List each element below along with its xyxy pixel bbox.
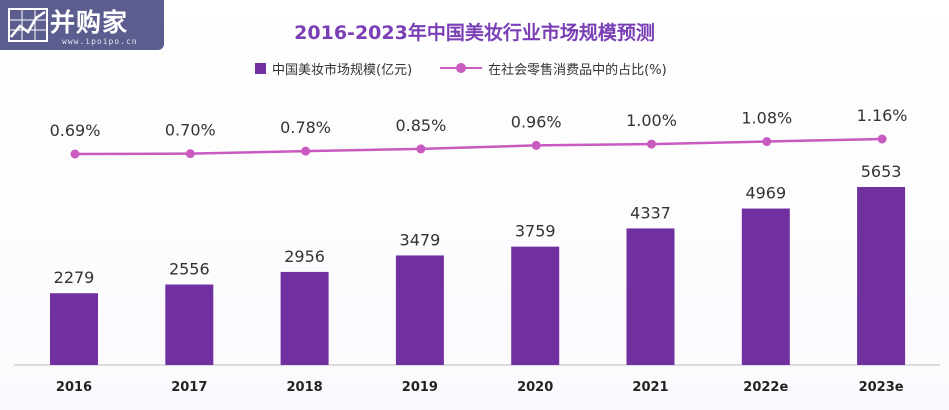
share-point-2021 bbox=[647, 139, 656, 149]
bar-value-label: 2279 bbox=[54, 268, 95, 287]
share-value-label: 0.69% bbox=[50, 121, 101, 140]
logo-url: www.ipoipo.cn bbox=[62, 37, 138, 46]
legend-bar-label: 中国美妆市场规模(亿元) bbox=[272, 62, 413, 78]
bar-2023e bbox=[857, 187, 906, 365]
x-tick-label: 2016 bbox=[56, 380, 92, 395]
share-point-2018 bbox=[301, 146, 311, 156]
bar-value-label: 5653 bbox=[861, 162, 902, 181]
x-tick-label: 2021 bbox=[632, 380, 668, 395]
legend-item-line: 在社会零售消费品中的占比(%) bbox=[440, 59, 667, 78]
bar-value-label: 3759 bbox=[515, 222, 556, 241]
legend-item-bar: 中国美妆市场规模(亿元) bbox=[255, 59, 412, 78]
bar-2019 bbox=[395, 255, 444, 365]
bar-value-label: 2556 bbox=[169, 260, 210, 279]
bar-2017 bbox=[165, 284, 214, 365]
legend-line-label: 在社会零售消费品中的占比(%) bbox=[488, 62, 667, 78]
x-tick-label: 2022e bbox=[743, 380, 788, 395]
share-point-2016 bbox=[70, 149, 80, 159]
share-value-label: 1.16% bbox=[857, 106, 908, 125]
share-value-label: 0.78% bbox=[280, 118, 331, 137]
share-point-2023e bbox=[877, 134, 887, 144]
bar-2018 bbox=[280, 271, 329, 365]
share-value-label: 0.96% bbox=[511, 112, 562, 131]
x-tick-label: 2017 bbox=[171, 380, 207, 395]
share-value-label: 0.85% bbox=[395, 116, 446, 135]
share-point-2022e bbox=[762, 137, 772, 147]
share-value-label: 1.00% bbox=[626, 111, 677, 130]
share-point-2017 bbox=[185, 149, 195, 159]
legend-line-swatch bbox=[440, 62, 483, 74]
x-tick-label: 2023e bbox=[859, 380, 904, 395]
bar-value-label: 2956 bbox=[284, 247, 325, 266]
legend-bar-swatch bbox=[255, 62, 266, 74]
chart-title: 2016-2023年中国美妆行业市场规模预测 bbox=[294, 22, 655, 44]
share-point-2019 bbox=[416, 144, 426, 154]
bar-2020 bbox=[511, 246, 560, 365]
bar-value-label: 4969 bbox=[745, 184, 786, 203]
chart-legend: 中国美妆市场规模(亿元) 在社会零售消费品中的占比(%) bbox=[255, 58, 667, 78]
chart-logo-icon bbox=[8, 8, 48, 42]
bar-2016 bbox=[50, 293, 98, 365]
bar-value-label: 3479 bbox=[400, 230, 441, 249]
share-value-label: 1.08% bbox=[741, 109, 792, 128]
bar-2022e bbox=[741, 208, 790, 365]
bar-2021 bbox=[626, 228, 675, 365]
share-line bbox=[74, 137, 883, 156]
x-tick-label: 2018 bbox=[287, 380, 323, 395]
logo-name: 并购家 bbox=[50, 8, 129, 37]
x-tick-label: 2019 bbox=[402, 380, 438, 395]
x-tick-label: 2020 bbox=[517, 380, 553, 395]
share-point-2020 bbox=[531, 140, 541, 150]
bar-value-label: 4337 bbox=[630, 203, 671, 222]
brand-logo: 并购家 www.ipoipo.cn bbox=[0, 0, 164, 50]
share-value-label: 0.70% bbox=[165, 121, 216, 140]
